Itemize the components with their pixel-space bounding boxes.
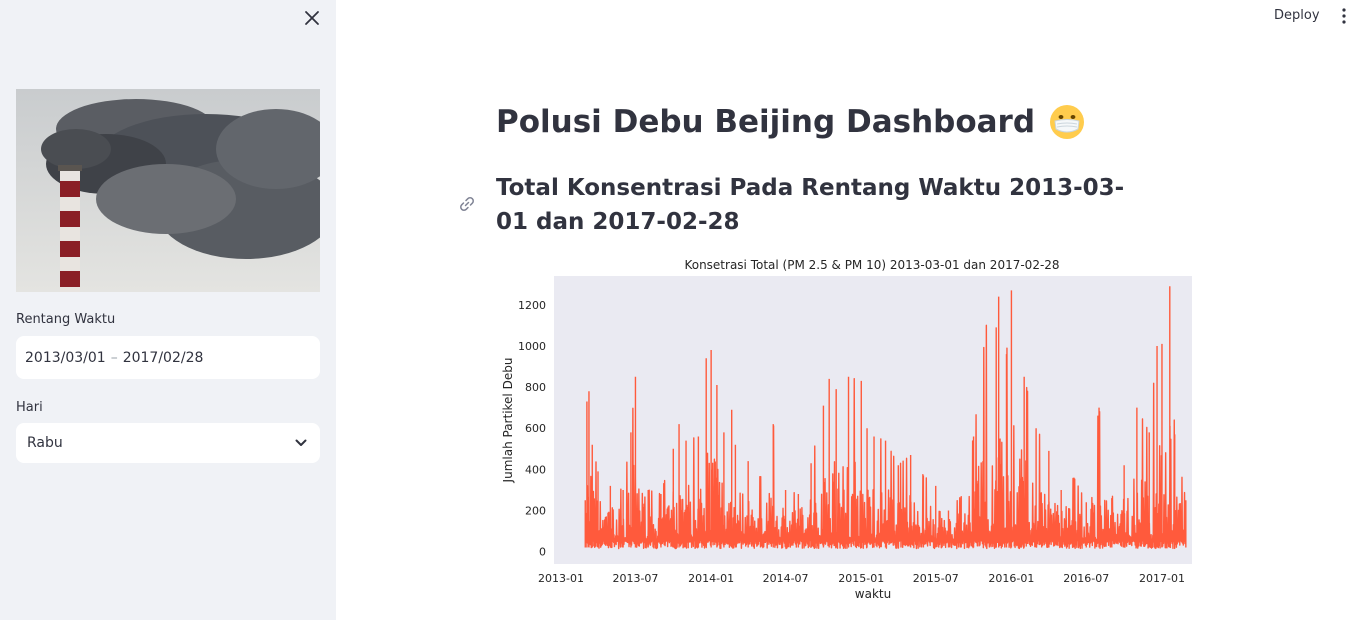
day-label: Hari — [16, 400, 43, 415]
x-tick-label: 2013-01 — [538, 572, 584, 585]
date-range-start: 2013/03/01 — [25, 349, 106, 366]
day-select[interactable]: Rabu — [16, 423, 320, 463]
x-tick-label: 2016-07 — [1063, 572, 1109, 585]
y-tick-label: 1200 — [518, 299, 546, 312]
chevron-down-icon — [295, 439, 307, 446]
chart-title: Konsetrasi Total (PM 2.5 & PM 10) 2013-0… — [684, 258, 1059, 272]
mask-face-emoji — [1050, 105, 1085, 139]
y-tick-label: 200 — [525, 505, 546, 518]
y-tick-label: 400 — [525, 463, 546, 476]
concentration-line-chart: Konsetrasi Total (PM 2.5 & PM 10) 2013-0… — [501, 258, 1192, 601]
deploy-button[interactable]: Deploy — [1274, 8, 1320, 23]
close-sidebar-button[interactable] — [300, 6, 324, 30]
y-tick-label: 800 — [525, 381, 546, 394]
date-range-label: Rentang Waktu — [16, 312, 116, 327]
date-range-end: 2017/02/28 — [122, 349, 204, 366]
smokestack-pollution-image — [16, 89, 320, 292]
x-tick-label: 2017-01 — [1139, 572, 1185, 585]
day-select-value: Rabu — [27, 435, 63, 451]
link-icon[interactable] — [458, 195, 476, 213]
y-axis-label: Jumlah Partikel Debu — [501, 358, 515, 484]
x-tick-label: 2014-01 — [688, 572, 734, 585]
x-axis-label: waktu — [855, 587, 891, 601]
section-subtitle: Total Konsentrasi Pada Rentang Waktu 201… — [496, 175, 1125, 235]
y-tick-label: 1000 — [518, 340, 546, 353]
page-title: Polusi Debu Beijing Dashboard — [496, 104, 1085, 140]
series-line — [584, 286, 1187, 550]
sidebar: Rentang Waktu 2013/03/01 – 2017/02/28 Ha… — [0, 0, 336, 620]
kebab-menu-icon — [1342, 8, 1346, 24]
y-tick-label: 0 — [539, 546, 546, 559]
x-tick-label: 2015-01 — [838, 572, 884, 585]
x-tick-label: 2015-07 — [913, 572, 959, 585]
date-range-separator: – — [110, 349, 118, 366]
close-icon — [305, 11, 319, 25]
y-tick-label: 600 — [525, 422, 546, 435]
x-tick-label: 2016-01 — [988, 572, 1034, 585]
x-tick-label: 2013-07 — [612, 572, 658, 585]
x-tick-label: 2014-07 — [763, 572, 809, 585]
date-range-input[interactable]: 2013/03/01 – 2017/02/28 — [16, 336, 320, 379]
main-menu-button[interactable] — [1336, 6, 1352, 26]
page-title-text: Polusi Debu Beijing Dashboard — [496, 104, 1036, 140]
